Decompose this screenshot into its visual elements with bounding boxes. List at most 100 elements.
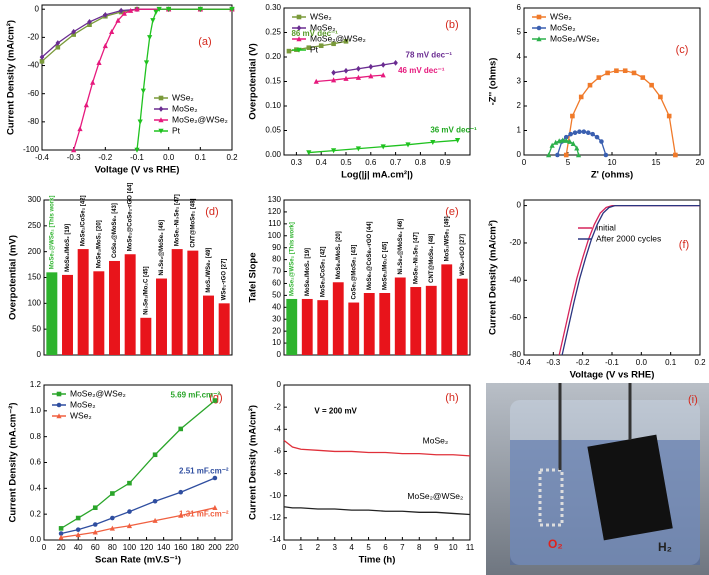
marker — [75, 527, 81, 532]
marker — [546, 152, 552, 158]
gas-label: H₂ — [658, 540, 672, 554]
y-tick-label: -40 — [27, 61, 39, 70]
y-tick-label: 0.15 — [265, 77, 281, 86]
marker — [71, 28, 76, 35]
marker — [355, 74, 361, 80]
marker — [140, 88, 146, 94]
series-label: MoSe₂ — [423, 436, 449, 446]
legend-label: MoSe₂@WSe₂ — [310, 33, 366, 43]
annotation: 78 mV dec⁻¹ — [406, 51, 453, 60]
marker — [152, 498, 158, 504]
y-tick-label: 0.2 — [30, 509, 42, 518]
x-tick-label: 0.0 — [163, 153, 175, 162]
marker — [56, 391, 62, 397]
marker — [197, 6, 203, 13]
panel-label: (f) — [679, 239, 689, 251]
marker — [368, 63, 374, 70]
x-tick-label: -0.4 — [35, 153, 49, 162]
marker — [212, 475, 218, 481]
category-label: CNT@MoSe₂ [48] — [190, 198, 196, 247]
marker — [134, 6, 140, 12]
marker — [574, 145, 580, 151]
marker — [55, 40, 61, 46]
marker — [212, 398, 218, 403]
y-tick-label: 0.10 — [265, 101, 281, 110]
marker — [83, 102, 89, 108]
panel-label: (d) — [205, 206, 218, 218]
bar — [93, 271, 105, 355]
y-axis-label: Current Density (mA/cm²) — [6, 20, 17, 135]
y-tick-label: -60 — [509, 313, 521, 322]
bar — [109, 260, 120, 355]
annotation: 1.31 mF.cm⁻² — [179, 509, 229, 518]
marker — [137, 119, 143, 125]
marker — [614, 68, 619, 74]
y-tick-label: -8 — [274, 469, 282, 478]
marker — [127, 480, 132, 486]
y-tick-label: -80 — [27, 117, 39, 126]
category-label: Ni₃Se₂/Mo₂C [45] — [143, 266, 149, 314]
marker — [229, 6, 235, 13]
bar — [394, 277, 406, 355]
x-axis-label: Log(|j| mA.cm²|) — [341, 170, 413, 181]
category-label: Ni₃Se₂@MoSe₂ [46] — [398, 219, 404, 275]
bar — [332, 282, 344, 355]
marker — [110, 491, 115, 496]
series-line — [556, 131, 607, 156]
y-tick-label: 100 — [268, 231, 282, 240]
y-tick-label: -12 — [269, 513, 281, 522]
bar — [456, 278, 468, 355]
y-tick-label: -60 — [27, 89, 39, 98]
x-tick-label: 0 — [282, 543, 287, 552]
marker — [536, 14, 542, 20]
marker — [92, 529, 98, 535]
category-label: Ni₃Se₂@MoSe₂ [46] — [159, 220, 165, 276]
marker — [109, 28, 115, 35]
category-label: MoSe₂-Ni₃Se₂ [47] — [413, 232, 419, 284]
marker — [55, 44, 61, 50]
category-label: CoSe₂@MoSe₂ [43] — [351, 245, 357, 300]
y-tick-label: 0.4 — [30, 483, 42, 492]
marker — [603, 152, 609, 158]
panel-label: (c) — [676, 44, 689, 56]
y-tick-label: -10 — [269, 491, 281, 500]
bar — [286, 298, 298, 355]
marker — [640, 75, 646, 80]
annotation: 36 mV dec⁻¹ — [430, 126, 477, 135]
marker — [393, 59, 398, 66]
y-tick-label: -2 — [274, 402, 282, 411]
marker — [331, 148, 337, 154]
x-tick-label: -0.3 — [67, 153, 81, 162]
y-tick-label: 70 — [272, 267, 281, 276]
marker — [563, 152, 569, 158]
bar — [156, 278, 167, 355]
category-label: MoSe₂/MoS₂ [19] — [305, 248, 311, 296]
marker — [631, 70, 637, 76]
bar — [62, 274, 73, 355]
marker — [166, 6, 172, 13]
marker — [77, 126, 83, 132]
y-tick-label: -4 — [274, 424, 282, 433]
y-axis-label: Overpotential (V) — [248, 43, 259, 120]
marker — [158, 117, 164, 123]
marker — [71, 147, 77, 153]
y-tick-label: 250 — [28, 221, 42, 230]
y-tick-label: 2 — [517, 101, 522, 110]
y-tick-label: 3 — [517, 77, 522, 86]
y-tick-label: 40 — [272, 302, 281, 311]
marker — [127, 509, 132, 514]
marker — [575, 152, 582, 158]
series-line — [283, 506, 471, 516]
bar — [317, 300, 329, 355]
marker — [110, 515, 115, 521]
x-tick-label: -0.4 — [517, 358, 531, 367]
marker — [567, 138, 573, 144]
marker — [118, 7, 124, 14]
category-label: MoSe₂/Mo₂C [45] — [382, 242, 388, 290]
marker — [356, 65, 361, 72]
category-label: MoSe₂/MoS₂ [20] — [96, 220, 102, 268]
y-tick-label: 1.2 — [30, 380, 42, 389]
y-tick-label: 0 — [35, 4, 40, 13]
marker — [622, 68, 628, 74]
marker — [455, 138, 461, 144]
